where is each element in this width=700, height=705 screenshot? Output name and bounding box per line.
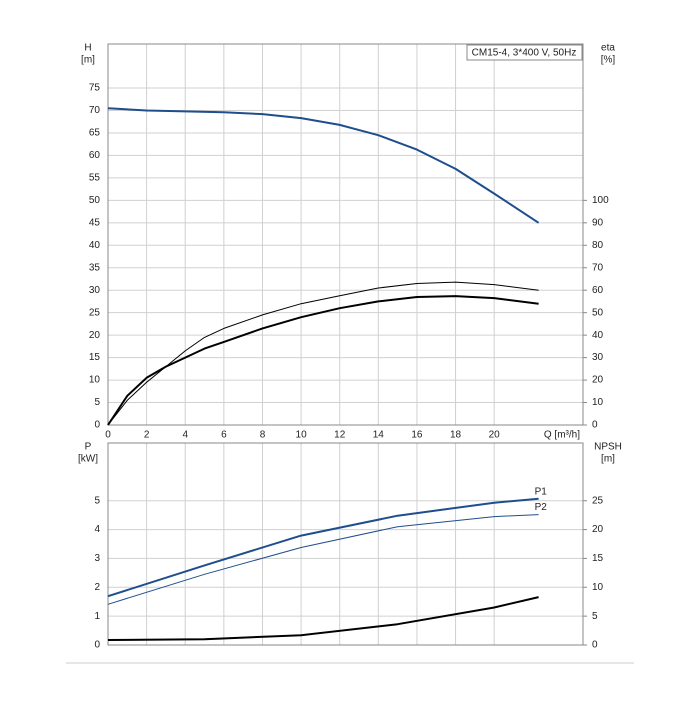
x-tick-label: 10 bbox=[296, 430, 308, 441]
y-tick-label: 45 bbox=[89, 217, 101, 228]
y2-tick-label: 50 bbox=[592, 307, 604, 318]
y2-axis-unit: [%] bbox=[601, 55, 616, 66]
y2-tick-label: 80 bbox=[592, 240, 604, 251]
x-tick-label: 2 bbox=[144, 430, 150, 441]
y2-tick-label: 10 bbox=[592, 582, 604, 593]
plot-frame bbox=[107, 442, 584, 646]
plot-frame bbox=[107, 43, 584, 426]
y-tick-label: 4 bbox=[94, 524, 100, 535]
y2-axis-title: NPSH bbox=[594, 442, 622, 453]
curve bbox=[107, 497, 539, 598]
y2-axis-title: eta bbox=[601, 43, 615, 54]
y-tick-label: 15 bbox=[89, 352, 101, 363]
y2-tick-label: 40 bbox=[592, 330, 604, 341]
y2-tick-label: 0 bbox=[592, 420, 598, 431]
x-tick-label: 12 bbox=[334, 430, 346, 441]
x-tick-label: 18 bbox=[450, 430, 462, 441]
y2-tick-label: 90 bbox=[592, 217, 604, 228]
y2-tick-label: 5 bbox=[592, 611, 598, 622]
annotation-box bbox=[466, 44, 583, 61]
y-tick-label: 70 bbox=[89, 105, 101, 116]
y2-tick-label: 30 bbox=[592, 352, 604, 363]
y2-tick-label: 10 bbox=[592, 397, 604, 408]
y2-tick-label: 15 bbox=[592, 553, 604, 564]
y-tick-label: 20 bbox=[89, 330, 101, 341]
y-tick-label: 60 bbox=[89, 150, 101, 161]
x-tick-label: 20 bbox=[489, 430, 501, 441]
y-axis-title: H bbox=[84, 43, 91, 54]
series-label: P1 bbox=[535, 486, 548, 497]
y-tick-label: 3 bbox=[94, 553, 100, 564]
curve bbox=[107, 514, 539, 605]
y2-tick-label: 20 bbox=[592, 375, 604, 386]
y-tick-label: 2 bbox=[94, 582, 100, 593]
y-axis-unit: [kW] bbox=[78, 454, 98, 465]
annotation: CM15-4, 3*400 V, 50Hz bbox=[472, 48, 577, 59]
curve bbox=[107, 107, 540, 224]
y2-tick-label: 25 bbox=[592, 495, 604, 506]
series-label: P2 bbox=[535, 502, 548, 513]
curve bbox=[107, 295, 539, 426]
y-tick-label: 50 bbox=[89, 195, 101, 206]
y2-tick-label: 100 bbox=[592, 195, 609, 206]
y-tick-label: 30 bbox=[89, 285, 101, 296]
y-axis-unit: [m] bbox=[81, 55, 95, 66]
y-tick-label: 5 bbox=[94, 495, 100, 506]
x-tick-label: 4 bbox=[182, 430, 188, 441]
y-tick-label: 10 bbox=[89, 375, 101, 386]
y-tick-label: 0 bbox=[94, 420, 100, 431]
y-tick-label: 75 bbox=[89, 83, 101, 94]
curve bbox=[107, 596, 539, 641]
x-tick-label: 6 bbox=[221, 430, 227, 441]
x-axis-title: Q [m³/h] bbox=[544, 430, 580, 441]
y-tick-label: 25 bbox=[89, 307, 101, 318]
x-tick-label: 0 bbox=[105, 430, 111, 441]
y-tick-label: 0 bbox=[94, 640, 100, 651]
y2-tick-label: 70 bbox=[592, 262, 604, 273]
y-tick-label: 65 bbox=[89, 128, 101, 139]
y-tick-label: 40 bbox=[89, 240, 101, 251]
y2-axis-unit: [m] bbox=[601, 454, 615, 465]
y-tick-label: 5 bbox=[94, 397, 100, 408]
y2-tick-label: 0 bbox=[592, 640, 598, 651]
y-axis-title: P bbox=[85, 442, 92, 453]
x-tick-label: 8 bbox=[260, 430, 266, 441]
y-tick-label: 1 bbox=[94, 611, 100, 622]
y2-tick-label: 60 bbox=[592, 285, 604, 296]
x-tick-label: 16 bbox=[411, 430, 423, 441]
x-tick-label: 14 bbox=[373, 430, 385, 441]
y-tick-label: 55 bbox=[89, 173, 101, 184]
y2-tick-label: 20 bbox=[592, 524, 604, 535]
y-tick-label: 35 bbox=[89, 262, 101, 273]
curve bbox=[107, 281, 539, 426]
